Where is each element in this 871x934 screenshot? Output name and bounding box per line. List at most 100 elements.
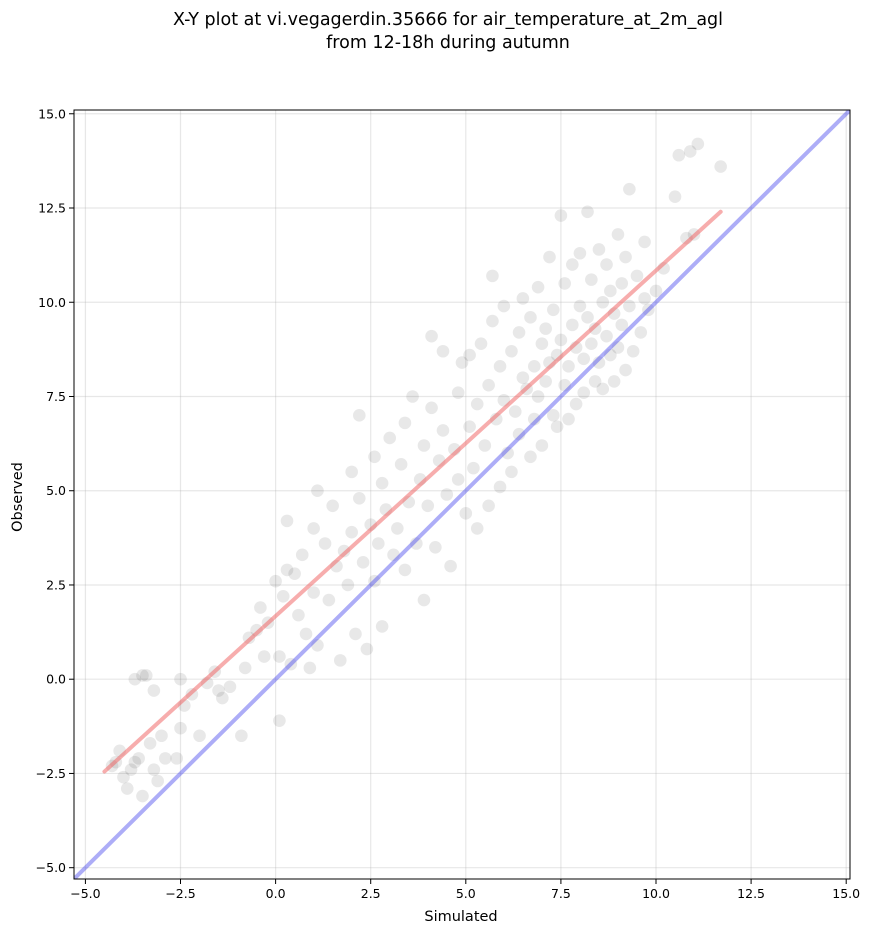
data-point — [554, 209, 568, 222]
data-point — [470, 397, 484, 411]
data-point — [577, 352, 591, 366]
data-point — [619, 250, 632, 264]
data-point — [535, 337, 549, 351]
data-point — [623, 182, 636, 196]
data-point — [417, 439, 431, 452]
data-point — [284, 657, 298, 671]
data-point — [455, 356, 469, 369]
data-point — [554, 333, 568, 347]
data-point — [486, 314, 499, 328]
data-point — [117, 770, 130, 784]
data-point — [170, 752, 184, 765]
data-point — [136, 669, 149, 682]
data-point — [429, 540, 442, 554]
data-point — [505, 465, 518, 479]
data-point — [626, 344, 640, 358]
x-tick-label: 12.5 — [737, 886, 765, 901]
data-point — [558, 277, 572, 290]
data-point — [615, 318, 629, 332]
data-point — [467, 461, 480, 475]
data-point — [527, 412, 541, 426]
data-point — [345, 525, 358, 539]
data-point — [223, 680, 237, 694]
data-point — [623, 299, 636, 313]
data-point — [486, 269, 499, 283]
data-point — [139, 669, 153, 682]
data-point — [193, 729, 206, 743]
data-point — [470, 522, 484, 535]
data-point — [573, 299, 587, 313]
x-axis-label: Simulated — [424, 909, 497, 925]
data-point — [550, 420, 564, 433]
y-axis-label: Observed — [10, 462, 26, 532]
data-point — [573, 246, 587, 260]
y-tick-label: −5.0 — [36, 860, 66, 875]
data-point — [691, 137, 705, 151]
data-point — [581, 311, 594, 324]
data-point — [311, 484, 324, 498]
data-point — [539, 322, 552, 335]
data-point — [444, 559, 457, 573]
data-point — [714, 160, 727, 173]
data-point — [352, 409, 366, 422]
data-point — [508, 405, 522, 418]
data-point — [280, 563, 294, 577]
data-point — [410, 537, 423, 550]
data-point — [611, 341, 625, 354]
y-tick-label: 15.0 — [38, 106, 66, 121]
data-point — [436, 424, 450, 437]
x-tick-label: −5.0 — [70, 886, 100, 901]
data-point — [516, 292, 530, 305]
y-tick-label: 0.0 — [46, 672, 66, 687]
y-tick-label: 5.0 — [46, 483, 66, 498]
data-point — [562, 360, 575, 373]
data-point — [333, 654, 347, 667]
data-point — [592, 356, 606, 369]
data-point — [638, 292, 651, 305]
data-point — [501, 446, 514, 460]
x-tick-label: 5.0 — [456, 886, 476, 901]
x-tick-label: 2.5 — [361, 886, 381, 901]
data-point — [546, 303, 560, 317]
data-point — [216, 691, 229, 705]
data-point — [531, 390, 545, 403]
data-point — [151, 774, 164, 788]
data-point — [273, 650, 286, 663]
data-point — [288, 567, 301, 580]
data-point — [257, 650, 271, 663]
data-point — [250, 623, 263, 637]
data-point — [352, 491, 366, 505]
data-point — [360, 642, 374, 656]
data-point — [387, 548, 400, 562]
data-point — [147, 763, 161, 776]
chart-title-line-1: X-Y plot at vi.vegagerdin.35666 for air_… — [173, 10, 723, 30]
data-point — [611, 228, 625, 241]
data-point — [638, 235, 651, 249]
data-point — [585, 337, 598, 351]
data-point — [425, 401, 438, 415]
data-point — [311, 638, 324, 652]
data-point — [269, 574, 282, 588]
data-point — [527, 360, 541, 373]
data-point — [425, 329, 438, 343]
data-point — [124, 763, 138, 776]
data-point — [604, 284, 617, 298]
regression-lines — [74, 110, 850, 879]
data-point — [539, 375, 552, 388]
data-point — [132, 752, 145, 765]
data-point — [512, 427, 526, 441]
axes: −5.0 −2.5 0.0 2.5 5.0 7.5 10.0 12.5 15.0 −5.0 −2.5… — [36, 106, 861, 901]
data-point — [516, 371, 530, 384]
data-point — [375, 620, 389, 633]
data-point — [558, 378, 572, 392]
data-point — [668, 190, 682, 204]
data-point — [299, 627, 313, 641]
data-point — [493, 480, 507, 494]
data-point — [394, 458, 408, 471]
data-point — [642, 303, 655, 317]
data-point — [280, 514, 294, 528]
data-point — [276, 589, 290, 603]
y-tick-label: −2.5 — [36, 766, 66, 781]
data-point — [562, 412, 575, 426]
data-point — [569, 397, 583, 411]
